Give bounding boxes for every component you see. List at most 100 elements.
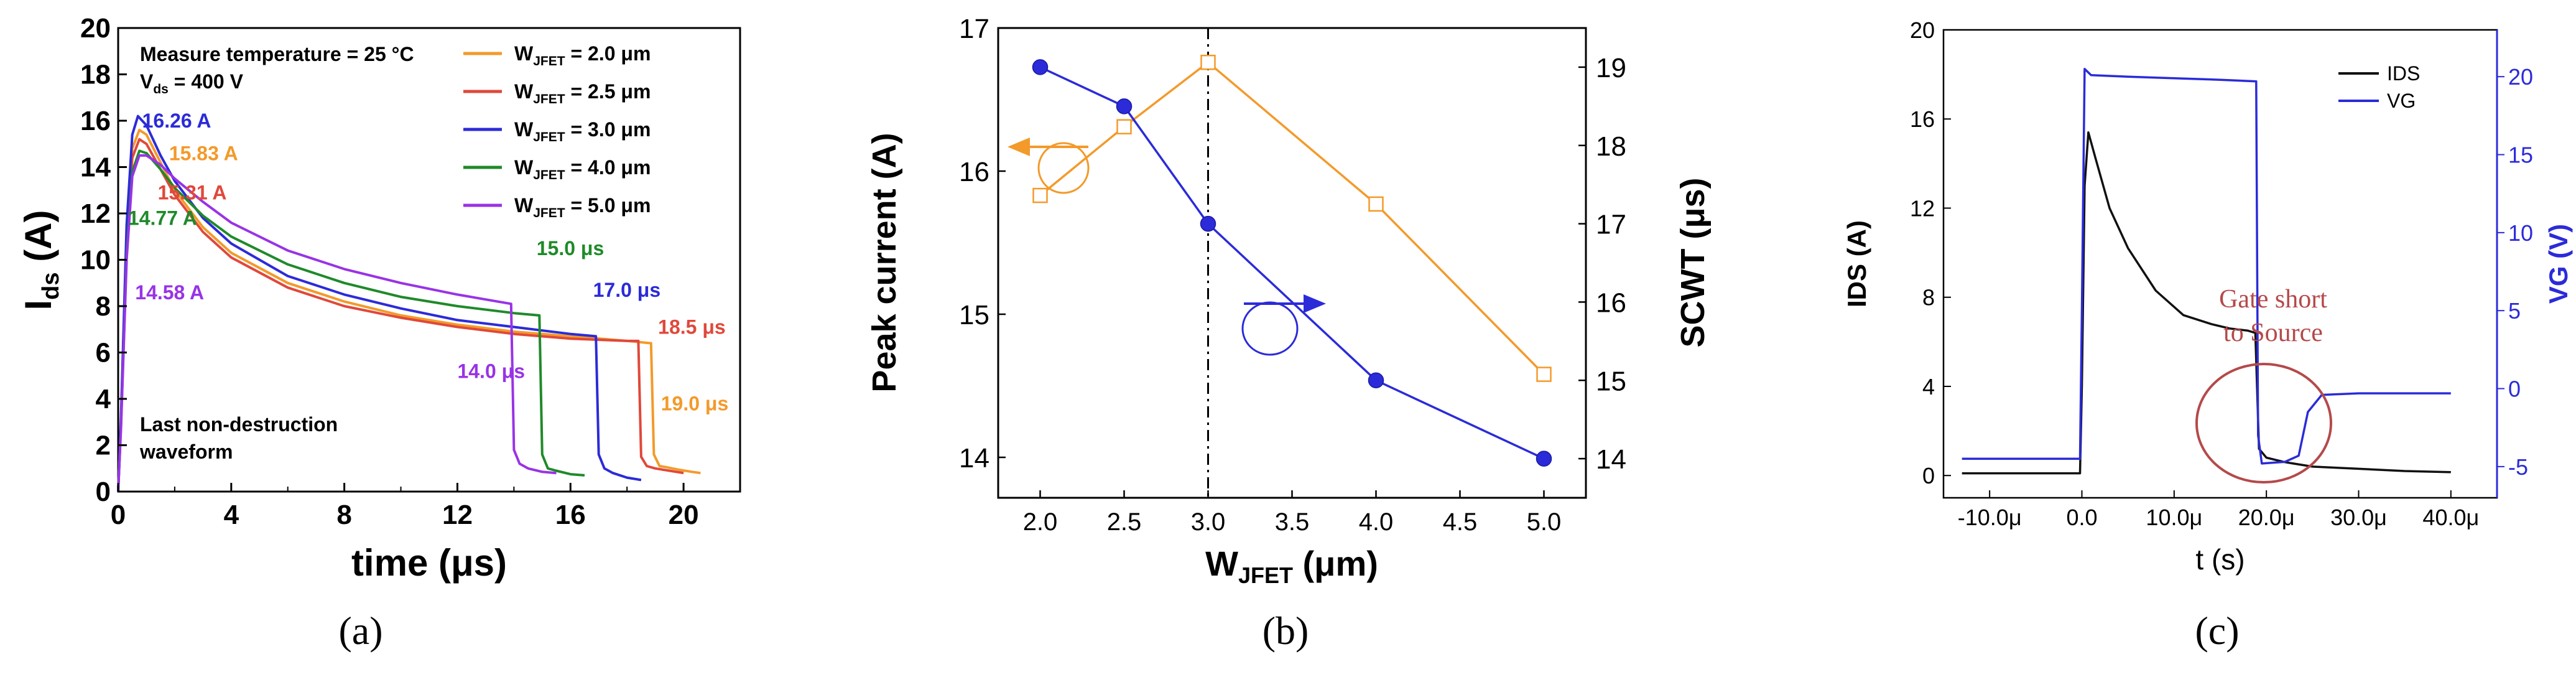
panel-b-y-tick-label-left: 16 xyxy=(959,157,989,187)
panel-a-series-line-2 xyxy=(117,138,684,492)
panel-b-marker-circle xyxy=(1032,59,1049,75)
panel-c-y-tick-label-right: 10 xyxy=(2508,220,2533,246)
panel-c-y-tick-label-left: 12 xyxy=(1910,195,1935,221)
panel-b-y-tick-label-right: 19 xyxy=(1596,53,1626,83)
panel-a-note-line1: Last non-destruction xyxy=(140,413,338,436)
panel-a-caption: (a) xyxy=(338,609,382,653)
panel-c-series-line-2 xyxy=(1962,67,2451,465)
panel-a-legend-entry: WJFET = 2.5 μm xyxy=(514,80,651,106)
panel-b-y-tick-label-right: 15 xyxy=(1596,366,1626,396)
panel-c: -10.0μ 0.0 10.0μ 20.0μ 30.0μ 40.0μ 048121620 … xyxy=(1842,17,2573,576)
panel-c-y-label-left: IDS (A) xyxy=(1842,220,1871,307)
panel-b-y-tick-label-right: 18 xyxy=(1596,131,1626,162)
panel-a-y-tick-label: 20 xyxy=(80,13,111,44)
panel-a-peak-label: 15.83 A xyxy=(169,142,238,164)
panel-a-x-tick-label: 8 xyxy=(336,500,351,530)
panel-b-x-tick-label: 3.5 xyxy=(1275,508,1310,536)
panel-c-x-tick-label: 30.0μ xyxy=(2330,505,2387,530)
panel-a-legend-entry: WJFET = 4.0 μm xyxy=(514,156,651,182)
panel-b-y-tick-label-left: 14 xyxy=(959,443,989,474)
panel-a-legend-entry: WJFET = 3.0 μm xyxy=(514,118,651,144)
panel-c-y-tick-label-right: 0 xyxy=(2508,376,2521,402)
panel-a-sc-time-label: 14.0 μs xyxy=(457,360,525,382)
panel-c-y-label-right: VG (V) xyxy=(2544,224,2573,304)
panel-c-series-line-1 xyxy=(1962,131,2451,475)
panel-c-legend-entry: VG xyxy=(2387,90,2416,112)
panel-a-legend: WJFET = 2.0 μm WJFET = 2.5 μm WJFET = 3.0 … xyxy=(463,42,651,220)
panel-b-marker-square xyxy=(1536,367,1552,382)
panel-b-orange-ring xyxy=(1037,142,1090,194)
panel-c-x-label: t (s) xyxy=(2195,543,2245,576)
panel-b-marker-circle xyxy=(1116,98,1133,114)
panel-a-series-line-4 xyxy=(117,149,585,492)
panel-a-series-line-5 xyxy=(117,154,557,492)
panel-c-caption: (c) xyxy=(2195,609,2239,653)
panel-a-legend-entry: WJFET = 2.0 μm xyxy=(514,42,651,68)
panel-a-y-tick-label: 16 xyxy=(80,106,111,136)
panel-a-y-tick-label: 8 xyxy=(96,291,111,322)
panel-b-marker-circle xyxy=(1200,215,1216,232)
panel-a-x-label: time (μs) xyxy=(351,542,507,584)
panel-b-x-tick-label: 3.0 xyxy=(1191,508,1226,536)
panel-a: 0 4 8 12 16 20 0 2 4 6 8 10 12 14 16 18 20 time (μs) Id… xyxy=(17,13,741,584)
panel-a-sc-time-label: 18.5 μs xyxy=(658,316,726,338)
panel-b-y-label-left: Peak current (A) xyxy=(866,133,903,392)
panel-a-peak-label: 14.58 A xyxy=(135,281,204,304)
panel-b-x-tick-label: 4.5 xyxy=(1443,508,1478,536)
panel-a-y-tick-label: 6 xyxy=(96,338,111,368)
panel-b-marker-square xyxy=(1200,54,1216,70)
panel-c-x-tick-label: 0.0 xyxy=(2066,505,2097,530)
panel-a-peak-label: 16.26 A xyxy=(142,110,211,132)
panel-b-caption: (b) xyxy=(1263,609,1309,653)
panel-a-y-tick-label: 18 xyxy=(80,60,111,90)
panel-a-note-line2: waveform xyxy=(139,441,233,463)
panel-a-y-tick-label: 4 xyxy=(96,384,111,414)
panel-a-y-tick-label: 10 xyxy=(80,245,111,276)
panel-a-peak-label: 14.77 A xyxy=(128,207,197,230)
panel-a-y-tick-label: 12 xyxy=(80,198,111,229)
panel-a-sc-time-label: 15.0 μs xyxy=(537,237,605,259)
panel-a-x-tick-label: 16 xyxy=(555,500,586,530)
panel-b-orange-arrowhead xyxy=(1008,138,1030,156)
panel-b-x-label: WJFET (μm) xyxy=(1205,544,1378,588)
panel-b-x-tick-label: 2.5 xyxy=(1107,508,1142,536)
panel-c-y-tick-label-left: 20 xyxy=(1910,17,1935,43)
gate-short-annotation-line1: Gate short xyxy=(2219,285,2327,314)
panel-c-y-tick-label-right: 15 xyxy=(2508,142,2533,168)
panel-c-x-tick-label: 20.0μ xyxy=(2238,505,2295,530)
panel-c-y-tick-label-left: 4 xyxy=(1922,374,1935,399)
panel-b-y-label-right: SCWT (μs) xyxy=(1674,177,1712,347)
panel-b-marker-circle xyxy=(1536,451,1552,467)
panel-a-y-label: Ids (A) xyxy=(17,210,64,310)
panel-c-legend-entry: IDS xyxy=(2387,62,2420,85)
panel-c-y-tick-label-left: 0 xyxy=(1922,463,1935,488)
panel-a-y-tick-label: 14 xyxy=(80,152,111,183)
panel-b-y-tick-label-left: 15 xyxy=(959,300,989,330)
panel-c-x-tick-label: 10.0μ xyxy=(2146,505,2202,530)
panel-b-marker-square xyxy=(1032,187,1048,203)
gate-short-highlight-circle xyxy=(2195,363,2332,483)
panel-a-info-vds: Vds = 400 V xyxy=(140,70,244,96)
gate-short-annotation-line2: to Source xyxy=(2223,319,2323,347)
panel-a-y-tick-label: 0 xyxy=(96,477,111,507)
panel-a-y-tick-label: 2 xyxy=(96,431,111,461)
panel-a-sc-time-label: 17.0 μs xyxy=(593,279,661,301)
panel-c-y-tick-label-right: 5 xyxy=(2508,298,2521,324)
panel-a-sc-time-label: 19.0 μs xyxy=(661,393,729,415)
panel-a-x-tick-label: 0 xyxy=(111,500,126,530)
panel-c-x-tick-label: 40.0μ xyxy=(2422,505,2479,530)
panel-b-y-tick-label-right: 14 xyxy=(1596,444,1626,475)
panel-b-marker-circle xyxy=(1368,372,1384,388)
panel-c-legend: IDS VG xyxy=(2338,62,2420,112)
panel-a-x-tick-label: 12 xyxy=(442,500,473,530)
panel-b-x-tick-label: 5.0 xyxy=(1527,508,1562,536)
panel-c-y-tick-label-right: 20 xyxy=(2508,64,2533,90)
panel-b-blue-arrowhead xyxy=(1304,294,1326,313)
panel-c-y-tick-label-left: 8 xyxy=(1922,285,1935,310)
panel-b-y-tick-label-left: 17 xyxy=(959,14,989,44)
panel-a-x-tick-label: 4 xyxy=(224,500,239,530)
panel-a-peak-label: 15.31 A xyxy=(158,182,227,204)
panel-c-y-tick-label-right: -5 xyxy=(2508,454,2528,480)
panel-b-x-tick-label: 2.0 xyxy=(1023,508,1058,536)
